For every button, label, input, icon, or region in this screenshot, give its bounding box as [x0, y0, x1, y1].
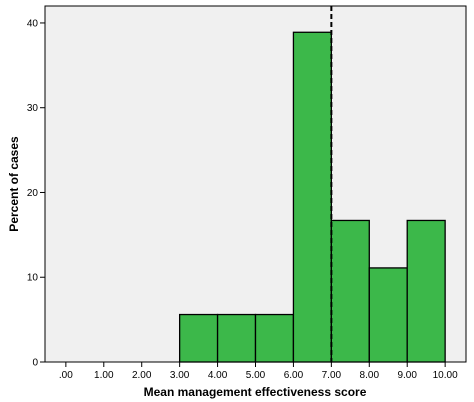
y-tick-label: 20	[27, 188, 39, 199]
histogram-bar	[216, 313, 257, 363]
x-tick-label: .00	[59, 370, 73, 381]
histogram-bar	[178, 313, 219, 363]
histogram-bar	[330, 219, 370, 363]
y-tick-label: 10	[27, 273, 39, 284]
x-axis-title: Mean management effectiveness score	[144, 385, 367, 399]
x-tick-label: 8.00	[360, 370, 380, 381]
x-tick-label: 6.00	[284, 370, 304, 381]
histogram-bar	[406, 219, 446, 363]
x-tick-label: 5.00	[246, 370, 266, 381]
histogram-bar	[254, 313, 295, 363]
y-tick-label: 30	[27, 103, 39, 114]
x-tick-label: 10.00	[433, 370, 458, 381]
x-tick-label: 4.00	[208, 370, 228, 381]
histogram-bars	[178, 31, 446, 363]
histogram-bar	[292, 31, 333, 363]
y-tick-label: 0	[32, 358, 38, 369]
y-tick-label: 40	[27, 18, 39, 29]
x-tick-label: 2.00	[132, 370, 152, 381]
y-axis: 0 10 20 30 40	[27, 18, 45, 369]
y-axis-title: Percent of cases	[7, 136, 21, 232]
x-tick-label: 7.00	[322, 370, 342, 381]
histogram-bar	[368, 267, 408, 363]
x-tick-label: 3.00	[170, 370, 190, 381]
x-tick-label: 1.00	[94, 370, 114, 381]
x-tick-label: 9.00	[397, 370, 417, 381]
x-axis: .00 1.00 2.00 3.00 4.00 5.00 6.00 7.00 8.00 9.00 1…	[59, 362, 458, 381]
